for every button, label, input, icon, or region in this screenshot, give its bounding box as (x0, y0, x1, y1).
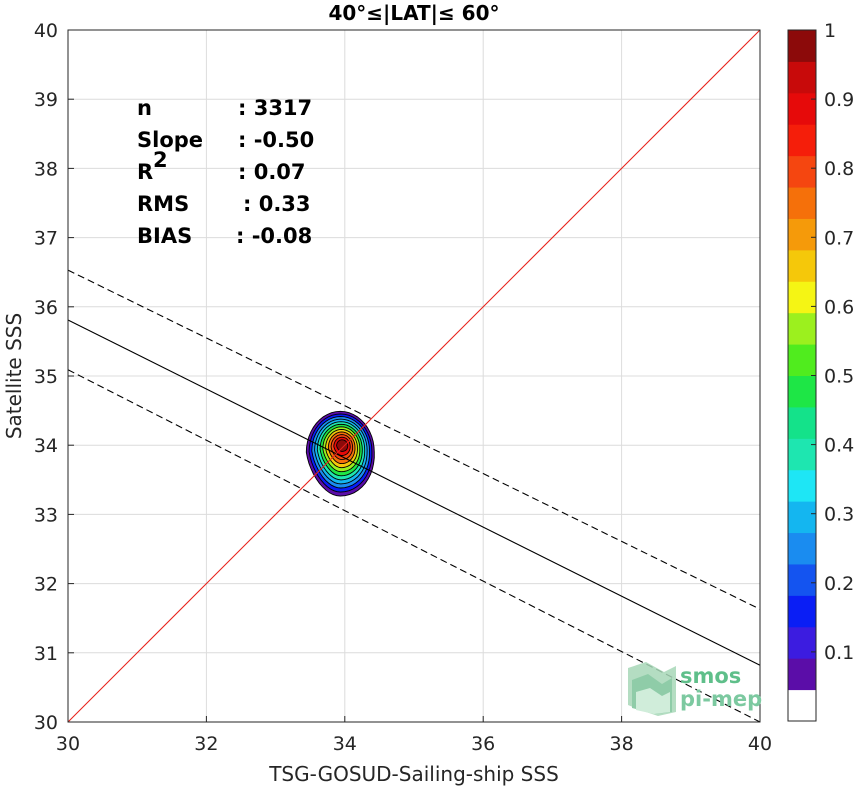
stat-value: : 3317 (238, 96, 312, 120)
colorbar: 0.1 0.2 0.3 0.4 0.5 0.6 0.7 0.8 0.9 1 (787, 20, 854, 722)
colorbar-segment (788, 344, 816, 376)
fit-lines (67, 29, 761, 723)
colorbar-segment (788, 249, 816, 282)
colorbar-tick-label: 0.6 (824, 296, 854, 318)
colorbar-tick-label: 1 (824, 20, 836, 42)
colorbar-segment (788, 312, 816, 345)
stat-label: n (137, 96, 152, 120)
colorbar-tick-label: 0.8 (824, 158, 854, 180)
colorbar-segment (788, 563, 816, 596)
y-tick-label: 34 (34, 435, 58, 457)
colorbar-tick-label: 0.7 (824, 227, 854, 249)
density-contours (305, 410, 375, 497)
y-tick-label: 31 (34, 643, 58, 665)
stat-label: RMS (137, 192, 189, 216)
logo-icon (628, 662, 676, 716)
x-tick-label: 38 (610, 733, 634, 755)
y-tick-label: 38 (34, 158, 58, 180)
colorbar-segment (788, 61, 816, 94)
colorbar-segment (788, 218, 816, 251)
lower-bound-line (67, 369, 761, 723)
axis-ticks: 30 32 34 36 38 40 30 31 32 33 34 35 36 37 38 39 40 (34, 20, 772, 755)
colorbar-segment (788, 124, 816, 157)
y-tick-label: 30 (34, 712, 58, 734)
colorbar-tick-label: 0.3 (824, 504, 854, 526)
density-contour (336, 439, 349, 452)
y-tick-label: 32 (34, 574, 58, 596)
y-tick-label: 40 (34, 20, 58, 42)
colorbar-tick-label: 0.2 (824, 573, 854, 595)
y-tick-label: 33 (34, 504, 58, 526)
y-tick-label: 37 (34, 228, 58, 250)
stats-box: n : 3317 Slope : -0.50 R 2 : 0.07 RMS : 0.33 BIAS… (137, 96, 314, 248)
colorbar-segment (788, 532, 816, 565)
colorbar-segment (788, 658, 816, 691)
chart-title: 40°≤|LAT|≤ 60° (328, 1, 499, 25)
y-tick-label: 35 (34, 366, 58, 388)
x-tick-label: 30 (56, 733, 80, 755)
colorbar-tick-label: 0.1 (824, 642, 854, 664)
upper-bound-line (67, 269, 761, 610)
regression-line (67, 319, 761, 666)
colorbar-segment (788, 187, 816, 219)
colorbar-segment (788, 595, 816, 628)
colorbar-segment (788, 281, 816, 314)
colorbar-segment (788, 92, 816, 125)
stat-label: BIAS (137, 224, 192, 248)
smos-pi-mep-logo: smos pi-mep (628, 662, 762, 716)
y-axis-label: Satellite SSS (2, 313, 26, 439)
colorbar-segment (788, 406, 816, 439)
colorbar-segment (788, 30, 816, 62)
colorbar-segment (788, 375, 816, 408)
identity-line (67, 29, 761, 723)
colorbar-segment (788, 626, 816, 659)
logo-text-smos: smos (680, 664, 741, 688)
colorbar-tick-label: 0.9 (824, 89, 854, 111)
colorbar-tick-label: 0.4 (824, 435, 854, 457)
stat-value: : -0.08 (236, 224, 312, 248)
stat-label: R (137, 160, 153, 184)
stat-label: Slope (137, 128, 203, 152)
colorbar-segment (788, 155, 816, 188)
colorbar-segment (788, 501, 816, 534)
colorbar-segment (788, 469, 816, 502)
x-tick-label: 34 (333, 733, 357, 755)
stat-label-superscript: 2 (153, 148, 168, 172)
colorbar-tick-label: 0.5 (824, 366, 854, 388)
logo-text-pi-mep: pi-mep (680, 687, 762, 711)
y-tick-label: 36 (34, 297, 58, 319)
colorbar-segment (788, 689, 816, 722)
x-tick-label: 40 (748, 733, 772, 755)
stat-value: : 0.07 (238, 160, 306, 184)
colorbar-segment (788, 438, 816, 471)
x-tick-label: 36 (471, 733, 495, 755)
stat-value: : -0.50 (238, 128, 314, 152)
stat-value: : 0.33 (243, 192, 311, 216)
y-tick-label: 39 (34, 89, 58, 111)
x-tick-label: 32 (194, 733, 218, 755)
x-axis-label: TSG-GOSUD-Sailing-ship SSS (268, 762, 559, 786)
